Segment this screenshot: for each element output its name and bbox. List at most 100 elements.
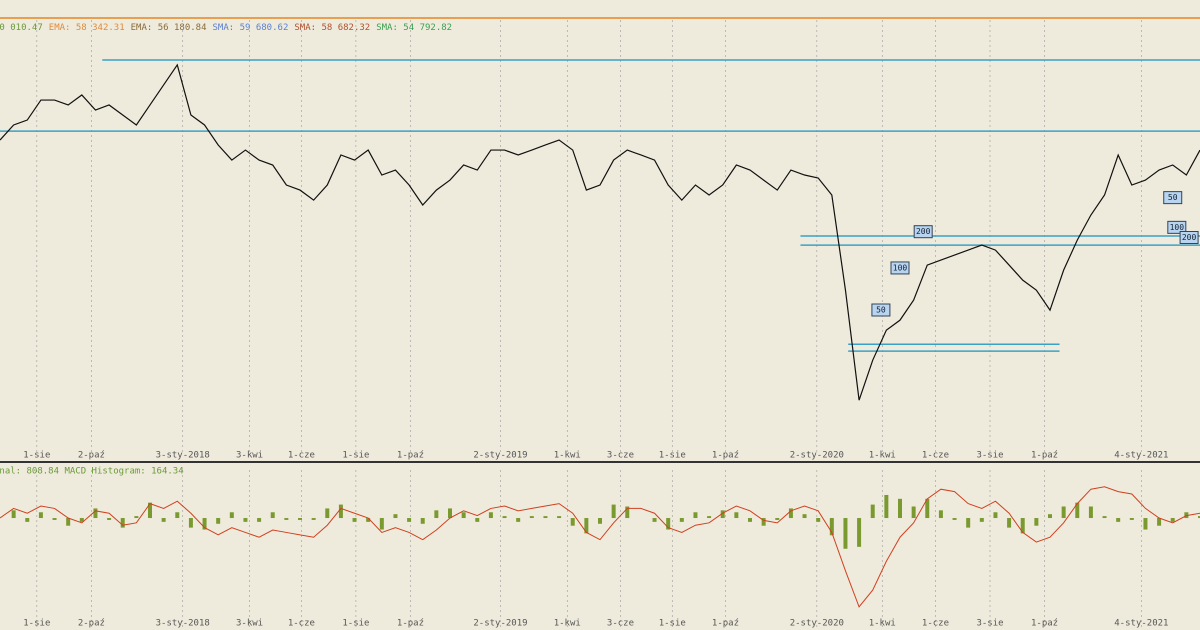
histogram-bar: [1170, 518, 1175, 522]
histogram-bar: [1075, 502, 1080, 519]
histogram-bar: [338, 504, 343, 519]
histogram-bar: [925, 498, 930, 519]
x-tick-label: 1-sie: [659, 451, 686, 461]
x-tick-label: 2-sty-2020: [790, 619, 844, 629]
histogram-bar: [188, 518, 193, 528]
histogram-bar: [1048, 514, 1052, 519]
histogram-bar: [598, 518, 602, 524]
x-tick-label: 3-sie: [976, 451, 1003, 461]
x-tick-label: 1-sie: [342, 619, 369, 629]
histogram-bar: [788, 508, 793, 519]
histogram-bar: [366, 518, 371, 522]
histogram-bar: [270, 512, 275, 519]
histogram-bar: [120, 518, 125, 528]
x-tick-label: 4-sty-2021: [1114, 619, 1168, 629]
histogram-bar: [734, 512, 739, 519]
legend-entry: SMA: 59 680.62: [213, 23, 289, 33]
x-tick-label: 4-sty-2021: [1114, 451, 1168, 461]
x-tick-label: 3-sty-2018: [156, 451, 210, 461]
histogram-bar: [1198, 516, 1200, 519]
histogram-bar: [420, 518, 425, 524]
histogram-bar: [407, 518, 412, 522]
histogram-bar: [243, 518, 248, 522]
macd-line: [0, 486, 1200, 608]
x-tick-label: 1-paź: [1031, 451, 1058, 461]
histogram-bar: [325, 508, 330, 519]
histogram-bar: [284, 518, 289, 520]
histogram-bar: [816, 518, 821, 522]
annotation-label: 100: [893, 263, 908, 272]
x-tick-label: 1-paź: [712, 451, 739, 461]
histogram-bar: [448, 508, 452, 519]
histogram-bar: [611, 504, 616, 519]
histogram-bar: [502, 516, 507, 519]
x-tick-label: 1-paź: [1031, 619, 1058, 629]
histogram-bar: [693, 512, 698, 519]
annotation-box: [913, 225, 933, 239]
histogram-bar: [1102, 516, 1107, 519]
histogram-bar: [652, 518, 657, 522]
histogram-bar: [66, 518, 71, 526]
histogram-bar: [229, 512, 234, 519]
annotation-box: [1163, 191, 1183, 205]
x-tick-label: 1-paź: [712, 619, 739, 629]
annotation-box: [1179, 231, 1199, 244]
histogram-bar: [175, 512, 180, 519]
histogram-bar: [1143, 518, 1148, 530]
histogram-bar: [393, 514, 398, 519]
histogram-bar: [707, 516, 712, 519]
histogram-bar: [938, 510, 943, 519]
histogram-bar: [625, 506, 630, 519]
x-tick-label: 1-sie: [659, 619, 686, 629]
x-tick-label: 1-paź: [397, 451, 424, 461]
histogram-bar: [898, 498, 902, 519]
legend-entry: EMA: 58 342.31: [49, 23, 125, 33]
histogram-bar: [11, 510, 16, 519]
legend-entry: SMA: 54 792.82: [376, 23, 452, 33]
x-tick-label: 2-paź: [78, 451, 105, 461]
x-tick-label: 1-kwi: [869, 451, 896, 461]
histogram-bar: [1034, 518, 1039, 526]
histogram-bar: [516, 518, 521, 522]
histogram-bar: [966, 518, 971, 528]
histogram-bar: [79, 518, 84, 522]
histogram-bar: [857, 518, 862, 547]
histogram-bar: [25, 518, 30, 522]
histogram-bar: [134, 516, 139, 519]
histogram-bar: [748, 518, 752, 522]
histogram-bar: [529, 516, 534, 519]
x-tick-label: 3-sty-2018: [156, 619, 210, 629]
x-tick-label: 2-sty-2019: [473, 619, 527, 629]
x-tick-label: 1-cze: [922, 619, 949, 629]
histogram-bar: [1129, 518, 1134, 520]
histogram-bar: [488, 512, 493, 519]
histogram-bar: [775, 518, 780, 520]
annotation-label: 100: [1170, 223, 1185, 232]
histogram-bar: [1061, 506, 1066, 519]
x-tick-label: 1-paź: [397, 619, 424, 629]
histogram-bar: [161, 518, 166, 522]
histogram-bar: [298, 518, 302, 520]
x-tick-label: 1-cze: [922, 451, 949, 461]
histogram-bar: [952, 518, 957, 520]
annotation-label: 200: [916, 227, 931, 236]
histogram-bar: [843, 518, 848, 549]
x-tick-label: 1-sie: [23, 619, 50, 629]
histogram-bar: [107, 518, 112, 520]
histogram-bar: [216, 518, 221, 524]
histogram-bar: [802, 514, 807, 519]
x-tick-label: 1-kwi: [554, 619, 581, 629]
macd-legend: gnal: 808.84 MACD Histogram: 164.34: [0, 467, 184, 477]
x-tick-label: 3-sie: [976, 619, 1003, 629]
histogram-bar: [311, 518, 316, 520]
histogram-bar: [257, 518, 262, 522]
legend-entry: 50 010.47: [0, 23, 43, 33]
histogram-bar: [870, 504, 875, 519]
x-tick-label: 1-kwi: [554, 451, 581, 461]
legend-entry: EMA: 56 180.84: [131, 23, 207, 33]
histogram-bar: [1088, 506, 1093, 519]
x-tick-label: 2-sty-2020: [790, 451, 844, 461]
x-tick-label: 1-sie: [23, 451, 50, 461]
